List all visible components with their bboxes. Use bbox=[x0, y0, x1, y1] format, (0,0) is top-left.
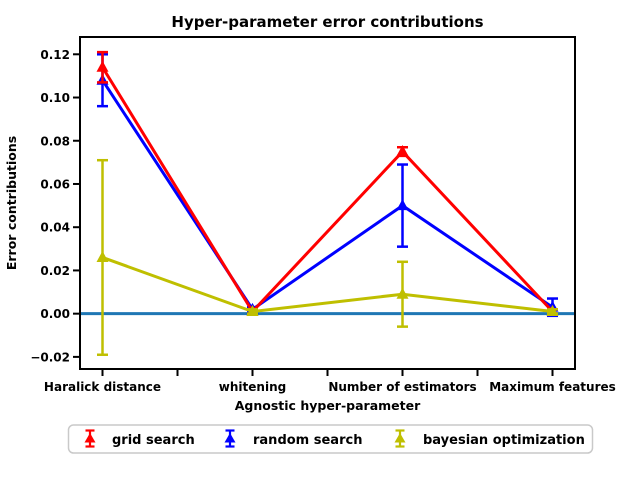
legend-triangle-icon bbox=[224, 433, 236, 443]
y-tick-label: 0.12 bbox=[40, 48, 70, 62]
chart-title: Hyper-parameter error contributions bbox=[171, 13, 483, 31]
legend-box bbox=[67, 424, 594, 454]
data-point-marker bbox=[96, 250, 109, 262]
data-point-marker bbox=[96, 60, 109, 72]
x-tick-label: Maximum features bbox=[489, 380, 616, 394]
x-tick-label: Haralick distance bbox=[44, 380, 161, 394]
legend-triangle-icon bbox=[394, 433, 406, 443]
y-tick-label: 0.04 bbox=[40, 221, 70, 235]
series-line bbox=[101, 66, 554, 314]
plot-frame bbox=[79, 36, 576, 370]
data-point-marker bbox=[396, 199, 409, 211]
legend-marker-bayesian-optimization bbox=[394, 429, 406, 448]
legend-label-grid-search: grid search bbox=[112, 433, 195, 448]
series-layer bbox=[80, 50, 575, 356]
data-point-marker bbox=[246, 305, 259, 317]
y-tick-label: 0.06 bbox=[40, 177, 70, 191]
series-line bbox=[101, 79, 554, 312]
x-axis-label: Agnostic hyper-parameter bbox=[235, 398, 421, 413]
series-bayesian-optimization bbox=[96, 158, 559, 356]
legend-label-bayesian-optimization: bayesian optimization bbox=[423, 433, 585, 448]
data-point-marker bbox=[546, 305, 559, 317]
data-point-marker bbox=[396, 145, 409, 157]
series-line bbox=[101, 256, 553, 314]
legend-marker-grid-search bbox=[84, 429, 96, 448]
data-point-marker bbox=[396, 287, 409, 299]
y-tick-label: −0.02 bbox=[30, 350, 70, 364]
y-tick-label: 0.02 bbox=[40, 264, 70, 278]
legend-label-random-search: random search bbox=[253, 433, 362, 448]
y-tick-label: 0.08 bbox=[40, 134, 70, 148]
y-tick-label: 0.10 bbox=[40, 91, 70, 105]
x-tick-label: Number of estimators bbox=[328, 380, 476, 394]
y-tick-label: 0.00 bbox=[40, 307, 70, 321]
legend-triangle-icon bbox=[84, 433, 96, 443]
x-tick-label: whitening bbox=[219, 380, 286, 394]
legend-marker-random-search bbox=[224, 429, 236, 448]
legend-markers bbox=[84, 429, 406, 448]
y-axis-label: Error contributions bbox=[4, 136, 19, 270]
legend: grid search random search bayesian optim… bbox=[67, 424, 594, 454]
axes-layer: −0.02 0.00 0.02 0.04 0.06 0.08 0.10 0.12 Haralic… bbox=[30, 48, 615, 394]
